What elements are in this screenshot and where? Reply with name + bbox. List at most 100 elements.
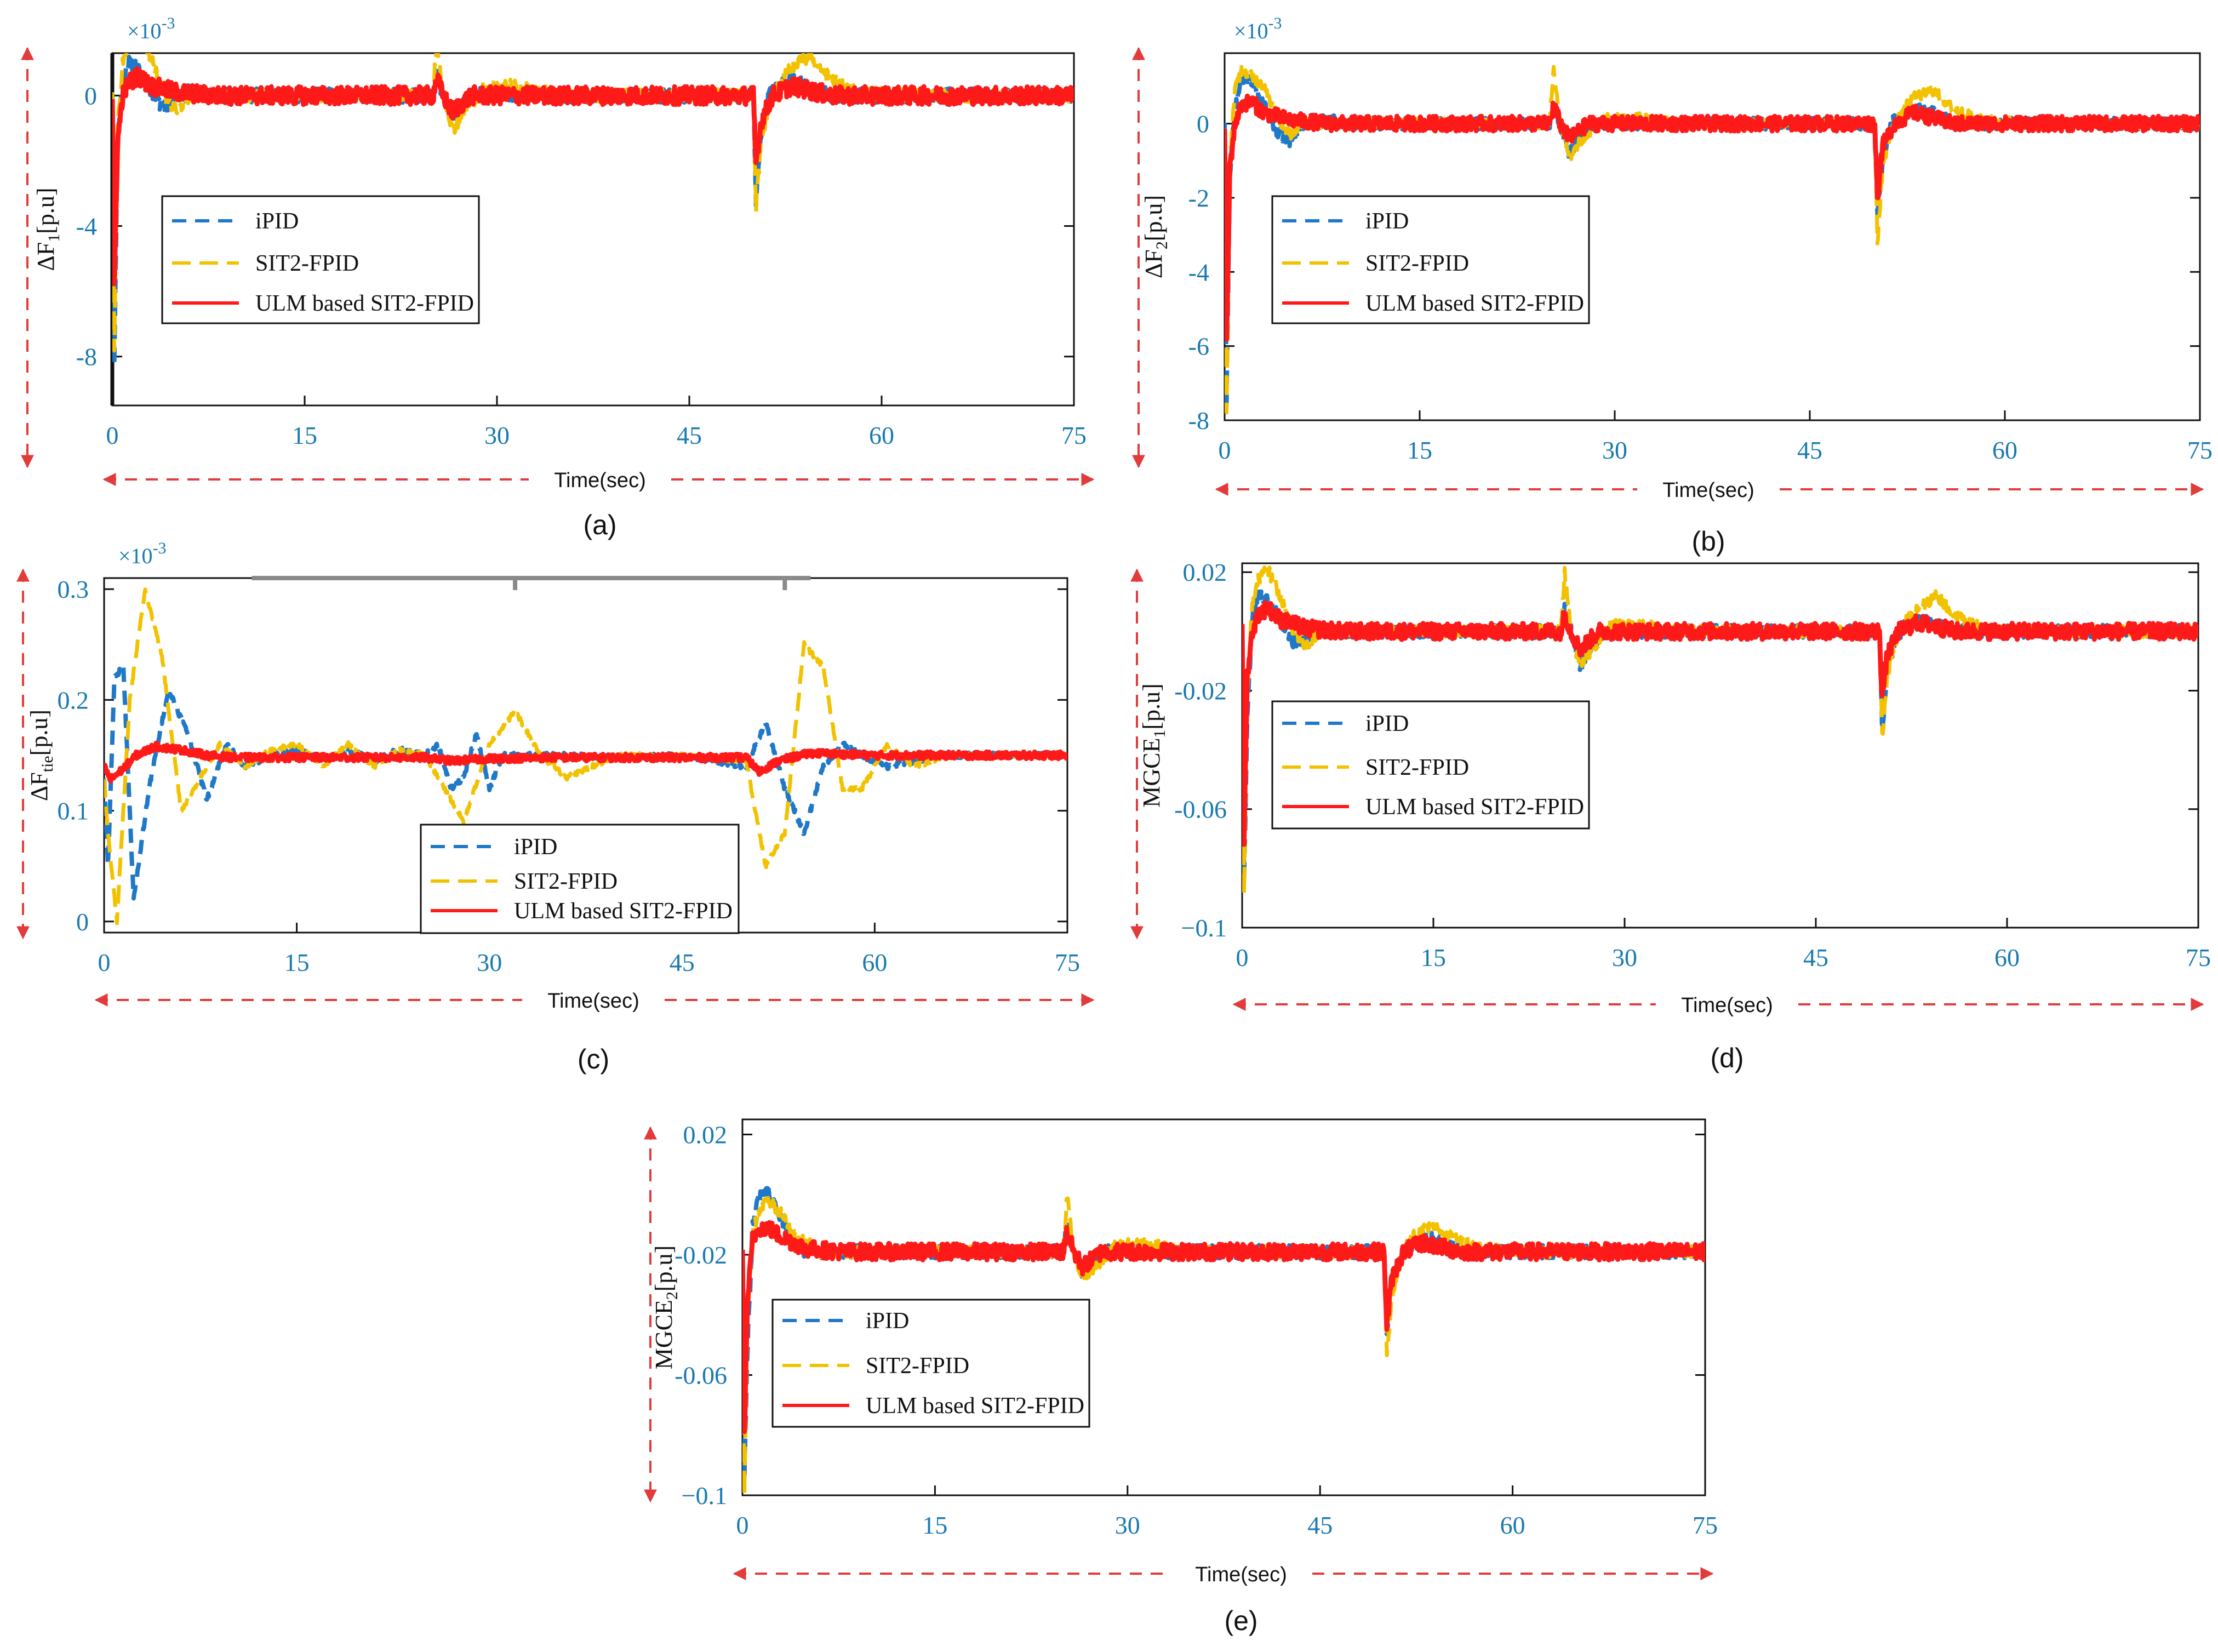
y-tick-label: 0.02 — [1183, 558, 1227, 586]
exponent-base: ×10 — [118, 544, 153, 568]
y-tick-label: −0.1 — [682, 1482, 727, 1510]
y-label-unit: [p.u] — [1140, 195, 1167, 241]
axis-exponent: ×10-3 — [127, 14, 175, 43]
chart-panel-d: 0 15 30 45 60 75 −0.1 -0.06 -0.02 0.02 MGCE1[p.u] T… — [1130, 558, 2211, 1073]
y-axis-label: MGCE1[p.u] — [1138, 683, 1169, 807]
x-tick-label: 15 — [292, 421, 317, 449]
y-label-subscript: tie — [38, 756, 56, 772]
y-tick-label: -0.02 — [1174, 677, 1227, 705]
y-tick-label: -0.06 — [1174, 796, 1227, 824]
legend-label-ipid: iPID — [514, 834, 557, 860]
panel-label: (e) — [1224, 1605, 1257, 1636]
series-line-ulm — [742, 1220, 1705, 1434]
legend: iPID SIT2-FPID ULM based SIT2-FPID — [1271, 195, 1590, 324]
y-axis-label: ΔF2[p.u] — [1140, 195, 1171, 278]
series-group — [1242, 564, 2198, 895]
x-tick-label: 0 — [1219, 436, 1231, 464]
y-tick-label: 0 — [1197, 110, 1209, 138]
x-tick-label: 0 — [1236, 944, 1249, 971]
series-group — [742, 1186, 1705, 1495]
x-tick-label: 60 — [869, 421, 894, 449]
y-tick-label: 0 — [76, 908, 89, 936]
y-tick-label: 0.02 — [683, 1121, 728, 1148]
y-tick-label: -2 — [1188, 184, 1209, 212]
series-line-ulm — [104, 740, 1067, 784]
x-tick-label: 75 — [1055, 948, 1080, 976]
x-tick-label: 60 — [1992, 436, 2017, 464]
legend-label-ulm: ULM based SIT2-FPID — [866, 1393, 1084, 1419]
y-label-main: MGCE — [650, 1300, 677, 1369]
x-tick-label: 45 — [670, 948, 695, 976]
y-tick-label: -4 — [76, 213, 97, 241]
series-group — [112, 53, 1074, 368]
x-tick-label: 60 — [1500, 1511, 1525, 1539]
y-label-main: ΔF — [32, 242, 59, 271]
series-group — [1225, 65, 2200, 415]
y-label-main: ΔF — [1140, 249, 1167, 278]
series-group — [104, 587, 1067, 925]
chart-panel-a: 0 15 30 45 60 75 -8 -4 0 ×10-3 ΔF1[p.u] Time(sec) (a… — [21, 14, 1095, 540]
legend-label-sit2: SIT2-FPID — [1365, 755, 1469, 780]
y-tick-label: −0.1 — [1181, 914, 1227, 942]
x-axis-label: Time(sec) — [547, 990, 639, 1013]
legend-label-ipid: iPID — [1365, 209, 1409, 234]
legend: iPID SIT2-FPID ULM based SIT2-FPID — [1271, 700, 1590, 830]
panel-label: (c) — [578, 1044, 609, 1074]
y-label-main: MGCE — [1138, 738, 1165, 808]
x-tick-label: 60 — [1994, 944, 2020, 971]
y-label-unit: [p.u] — [32, 187, 59, 233]
exponent-base: ×10 — [1234, 19, 1268, 43]
x-tick-label: 30 — [484, 421, 510, 449]
x-tick-label: 30 — [1612, 944, 1637, 971]
x-tick-label: 75 — [1061, 421, 1087, 449]
exponent-power: -3 — [153, 539, 167, 557]
legend-label-ulm: ULM based SIT2-FPID — [1365, 291, 1584, 316]
x-tick-label: 0 — [106, 421, 119, 449]
x-tick-label: 30 — [1602, 436, 1627, 464]
exponent-base: ×10 — [127, 19, 162, 43]
x-tick-label: 0 — [736, 1511, 749, 1539]
x-tick-label: 15 — [1421, 944, 1446, 971]
y-tick-label: -6 — [1188, 333, 1209, 361]
y-label-unit: [p.u] — [26, 710, 53, 756]
exponent-power: -3 — [162, 14, 175, 32]
x-tick-label: 45 — [1307, 1511, 1333, 1539]
y-axis-label: ΔF1[p.u] — [32, 187, 63, 271]
y-tick-label: 0.3 — [58, 575, 89, 603]
legend-label-sit2: SIT2-FPID — [1365, 251, 1469, 276]
x-tick-label: 45 — [1797, 436, 1822, 464]
y-tick-label: 0 — [84, 82, 97, 110]
y-tick-label: 0.1 — [58, 797, 89, 825]
y-tick-label: 0.2 — [58, 686, 89, 714]
x-tick-label: 60 — [862, 948, 887, 976]
x-axis-label: Time(sec) — [1662, 479, 1754, 502]
chart-panel-c: 0 15 30 45 60 75 0 0.1 0.2 0.3 ×10-3 ΔFtie[p.u] Time… — [16, 539, 1095, 1074]
y-axis-label: MGCE2[p.u] — [650, 1245, 681, 1369]
legend-label-sit2: SIT2-FPID — [514, 869, 618, 894]
x-tick-label: 75 — [2187, 436, 2213, 464]
axis-exponent: ×10-3 — [118, 539, 167, 568]
y-tick-label: -0.02 — [674, 1241, 727, 1269]
legend-label-sit2: SIT2-FPID — [255, 251, 359, 276]
legend-label-ulm: ULM based SIT2-FPID — [514, 899, 733, 924]
x-tick-label: 45 — [677, 421, 702, 449]
legend-label-sit2: SIT2-FPID — [866, 1353, 969, 1379]
series-line-ulm — [1242, 599, 2198, 847]
legend-label-ipid: iPID — [866, 1308, 909, 1334]
legend-label-ipid: iPID — [255, 209, 299, 234]
legend-label-ulm: ULM based SIT2-FPID — [255, 291, 474, 316]
x-tick-label: 0 — [98, 948, 111, 976]
x-axis-label: Time(sec) — [554, 469, 645, 492]
y-axis-label: ΔFtie[p.u] — [26, 710, 56, 801]
x-tick-label: 75 — [1693, 1511, 1718, 1539]
legend-label-ulm: ULM based SIT2-FPID — [1365, 794, 1584, 820]
x-axis-label: Time(sec) — [1195, 1563, 1287, 1586]
chart-panel-e: 0 15 30 45 60 75 −0.1 -0.06 -0.02 0.02 MGCE2[p.u] T… — [644, 1118, 1718, 1636]
x-axis-label: Time(sec) — [1681, 994, 1773, 1017]
axis-exponent: ×10-3 — [1234, 14, 1282, 43]
x-tick-label: 15 — [1407, 436, 1432, 464]
x-tick-label: 75 — [2186, 944, 2211, 971]
panel-label: (d) — [1710, 1043, 1743, 1073]
y-label-subscript: 1 — [1151, 730, 1169, 738]
